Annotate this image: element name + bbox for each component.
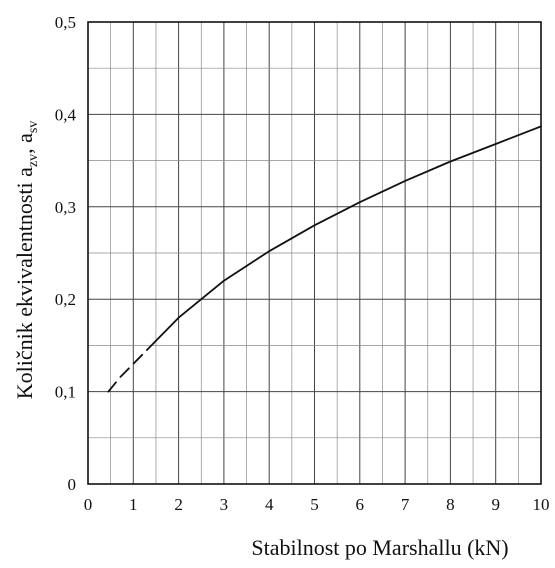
x-tick-label: 4 — [265, 495, 274, 514]
x-tick-label: 7 — [401, 495, 410, 514]
series-line-dashed — [107, 349, 148, 393]
y-tick-label: 0,1 — [55, 383, 76, 402]
series-line-solid — [146, 125, 542, 351]
series-lines — [107, 125, 542, 393]
y-tick-label: 0 — [68, 475, 77, 494]
y-tick-label: 0,5 — [55, 13, 76, 32]
plot-frame — [87, 21, 542, 485]
y-tick-label: 0,2 — [55, 290, 76, 309]
x-tick-label: 2 — [174, 495, 183, 514]
x-tick-label: 8 — [446, 495, 455, 514]
x-tick-label: 3 — [220, 495, 229, 514]
y-axis-label-sub-sv: sv — [26, 121, 41, 133]
x-tick-label: 5 — [310, 495, 319, 514]
x-tick-label: 0 — [84, 495, 93, 514]
y-axis-label: Količnik ekvivalentnosti azv, asv — [12, 121, 41, 400]
x-tick-label: 10 — [533, 495, 550, 514]
x-tick-label: 1 — [129, 495, 138, 514]
x-axis-label: Stabilnost po Marshallu (kN) — [251, 535, 508, 560]
x-tick-label: 9 — [491, 495, 500, 514]
y-axis-label-sep: , a — [12, 133, 37, 154]
y-axis-label-main: Količnik ekvivalentnosti a — [12, 167, 37, 399]
y-axis-label-sub-zv: zv — [26, 154, 41, 167]
y-tick-label: 0,3 — [55, 198, 76, 217]
y-tick-labels: 0 0,1 0,2 0,3 0,4 0,5 — [55, 13, 77, 494]
horizontal-gridlines — [88, 67, 541, 439]
x-tick-label: 6 — [356, 495, 365, 514]
x-tick-labels: 0 1 2 3 4 5 6 7 8 9 10 — [84, 495, 550, 514]
y-tick-label: 0,4 — [55, 105, 77, 124]
